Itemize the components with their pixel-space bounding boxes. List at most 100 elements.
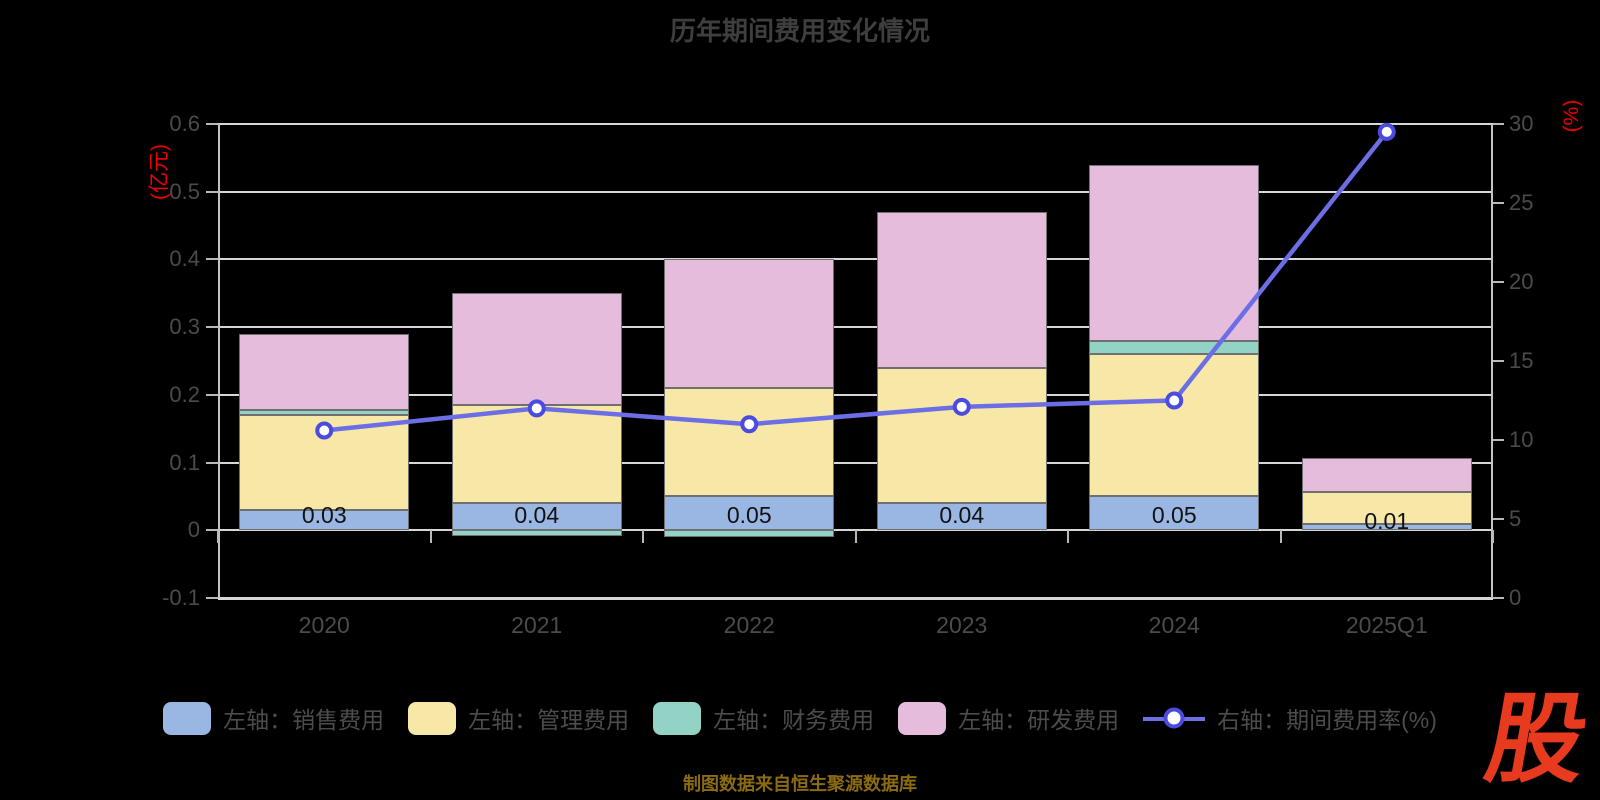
bar-segment-rd (451, 293, 622, 405)
line-point (315, 421, 334, 440)
y-axis-left-tick (206, 461, 218, 464)
bar-segment-finance (451, 530, 622, 536)
legend-line-marker-icon (1143, 702, 1206, 735)
y-tick-label-right: 30 (1509, 111, 1534, 136)
brand-logo: 股 (1478, 684, 1596, 794)
y-tick-label-left: 0.6 (169, 111, 200, 136)
x-axis-tick (1492, 530, 1494, 544)
legend-swatch-icon (653, 701, 702, 735)
legend-dot-icon (1163, 707, 1185, 729)
y-axis-left-tick (206, 393, 218, 396)
legend-item-label: 左轴：销售费用 (223, 707, 385, 733)
bar-segment-sales (451, 503, 622, 531)
y-axis-left-tick (206, 597, 218, 599)
x-axis-tick (217, 530, 219, 544)
y-tick-label-right: 25 (1509, 190, 1534, 215)
bar-segment-rd (1301, 457, 1472, 492)
y-tick-label-left: 0.3 (169, 314, 200, 340)
legend-item[interactable]: 左轴：财务费用 (653, 701, 874, 735)
legend-swatch-icon (898, 701, 947, 735)
legend-item-label: 左轴：研发费用 (958, 707, 1120, 733)
line-path (322, 129, 1389, 433)
bar-segment-sales (664, 496, 835, 531)
gridline (218, 461, 1493, 464)
y-tick-label-right: 5 (1509, 506, 1522, 531)
y-axis-left-tick (206, 190, 218, 193)
y-axis-right-line (1491, 124, 1493, 598)
legend-item[interactable]: 左轴：研发费用 (898, 701, 1119, 735)
y-axis-right-tick (1493, 281, 1504, 283)
y-axis-right-tick (1493, 439, 1504, 441)
y-axis-left-tick (206, 326, 218, 329)
y-axis-left-tick (206, 529, 218, 532)
bar-segment-finance (239, 409, 410, 416)
legend-item-label: 右轴：期间费用率(%) (1217, 707, 1437, 733)
y-axis-left-tick (206, 258, 218, 261)
bar-value-label: 0.04 (939, 502, 985, 528)
legend-item-label: 左轴：管理费用 (468, 707, 630, 733)
bar-value-label: 0.04 (514, 502, 560, 528)
bar-segment-sales (1301, 523, 1472, 531)
y-tick-label-left: 0.2 (169, 381, 200, 407)
y-tick-label-left: 0.4 (169, 246, 200, 272)
y-tick-label-right: 20 (1509, 269, 1534, 294)
bar-segment-sales (239, 509, 410, 531)
bar-segment-admin (1301, 491, 1472, 524)
x-tick-label: 2020 (298, 612, 350, 638)
bar-segment-admin (664, 388, 835, 497)
bar-segment-finance (664, 530, 835, 538)
bar-segment-rd (664, 259, 835, 389)
bar-value-label: 0.03 (301, 502, 347, 528)
footer-source-note: 制图数据来自恒生聚源数据库 (683, 774, 917, 794)
bar-value-label: 0.05 (726, 502, 772, 528)
x-axis-tick (429, 530, 432, 544)
x-axis-tick (854, 530, 857, 544)
legend-item[interactable]: 左轴：销售费用 (163, 701, 384, 735)
bar-segment-rd (876, 212, 1047, 368)
y-tick-label-left: 0.5 (169, 178, 200, 204)
y-tick-label-left: -0.1 (162, 585, 200, 610)
y-axis-right-tick (1493, 202, 1504, 204)
y-tick-label-right: 10 (1509, 427, 1534, 452)
expense-ratio-line (315, 122, 1396, 440)
x-tick-label: 2021 (511, 612, 563, 638)
y-tick-label-right: 0 (1509, 585, 1522, 610)
bar-segment-sales (876, 503, 1047, 531)
legend-swatch-icon (408, 701, 457, 735)
x-tick-label: 2023 (936, 612, 988, 638)
line-point (1377, 122, 1396, 141)
y-tick-label-left: 0 (187, 517, 200, 543)
gridline (218, 258, 1493, 261)
line-point (527, 399, 546, 418)
y-tick-label-left: 0.1 (169, 449, 200, 475)
y-axis-left-tick (206, 123, 218, 125)
legend-item[interactable]: 右轴：期间费用率(%) (1143, 701, 1437, 735)
y-axis-right-tick (1493, 360, 1504, 362)
gridline (218, 326, 1493, 329)
x-tick-label: 2025Q1 (1345, 612, 1428, 638)
gridline (218, 596, 1493, 600)
bar-segment-admin (1089, 354, 1260, 497)
legend-item[interactable]: 左轴：管理费用 (408, 701, 629, 735)
y-axis-right-tick (1493, 597, 1504, 599)
bar-segment-sales (1089, 496, 1260, 531)
line-point (952, 397, 971, 416)
legend-item-label: 左轴：财务费用 (713, 707, 875, 733)
gridline (218, 190, 1493, 193)
gridline (218, 123, 1493, 125)
bar-value-label: 0.01 (1364, 508, 1410, 534)
line-point (740, 415, 759, 434)
bar-value-label: 0.05 (1151, 502, 1197, 528)
line-point (1165, 391, 1184, 410)
y-axis-right-tick (1493, 123, 1504, 125)
bar-segment-admin (451, 405, 622, 504)
gridline (218, 393, 1493, 396)
x-tick-label: 2022 (723, 612, 775, 638)
y-axis-left-line (218, 124, 220, 598)
legend: 左轴：销售费用 左轴：管理费用 左轴：财务费用 左轴：研发费用 右轴：期间费用率(%) (0, 697, 1600, 739)
y-axis-right-tick (1493, 518, 1504, 520)
bar-segment-rd (1089, 164, 1260, 341)
x-axis-tick (1279, 530, 1282, 544)
x-axis-tick (1067, 530, 1069, 544)
